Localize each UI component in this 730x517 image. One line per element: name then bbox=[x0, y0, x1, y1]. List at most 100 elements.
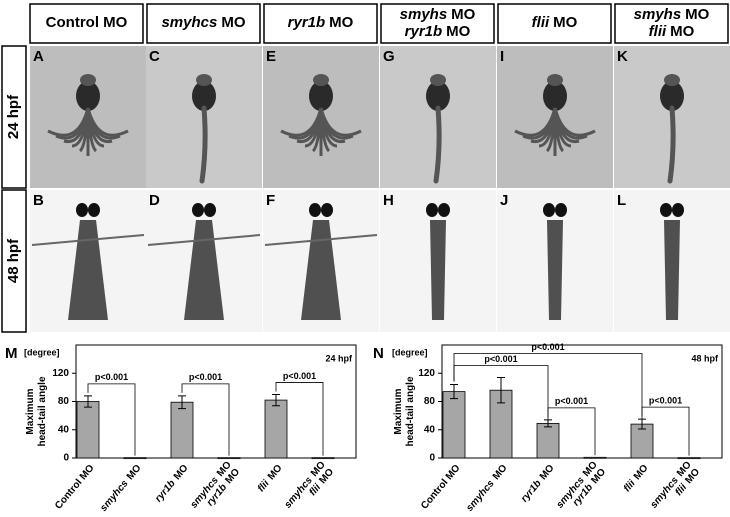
panel-letter: H bbox=[383, 192, 394, 209]
x-tick-label: smyhcsMOfliiMO bbox=[648, 459, 702, 517]
row-label: 24 hpf bbox=[5, 94, 22, 139]
embryo-yolk bbox=[192, 81, 216, 111]
bar bbox=[677, 457, 701, 460]
x-tick-label: smyhcsMOfliiMO bbox=[282, 459, 336, 517]
stage-label: 48 hpf bbox=[691, 353, 719, 363]
column-header: smyhcs MO bbox=[161, 14, 245, 31]
embryo-yolk bbox=[309, 81, 333, 111]
embryo-head bbox=[547, 74, 563, 86]
label-part: MO bbox=[685, 6, 709, 23]
panel-letter: J bbox=[500, 192, 508, 209]
panel-letter: E bbox=[266, 48, 276, 65]
label-part: smyhs bbox=[400, 6, 448, 23]
unit-label: [degree] bbox=[24, 347, 60, 357]
x-tick-label: smyhcsMO bbox=[464, 462, 509, 513]
embryo-tail bbox=[86, 107, 129, 137]
larva-body bbox=[547, 220, 563, 320]
error-bar bbox=[84, 395, 92, 408]
panel-letter: K bbox=[617, 48, 628, 65]
panel-letter: A bbox=[33, 48, 44, 65]
larva-eye bbox=[426, 203, 438, 217]
y-tick-label: 40 bbox=[58, 424, 70, 435]
bar bbox=[123, 457, 147, 460]
x-tick-label: Control MO bbox=[419, 462, 463, 511]
embryo-tail bbox=[667, 105, 676, 184]
panel-letter: D bbox=[149, 192, 160, 209]
p-value: p<0.001 bbox=[283, 371, 316, 381]
p-value: p<0.001 bbox=[189, 372, 222, 382]
x-tick-label: fliiMO bbox=[621, 462, 650, 494]
embryo-yolk bbox=[426, 81, 450, 111]
x-tick-label: Control MO bbox=[53, 462, 97, 511]
y-axis-label: Maximumhead-tail angle bbox=[25, 376, 48, 446]
bar bbox=[583, 456, 607, 459]
larva-body bbox=[184, 220, 224, 320]
embryo-head bbox=[196, 74, 212, 86]
label-part: smyhcs bbox=[161, 14, 217, 31]
bar bbox=[311, 457, 335, 460]
label-part: MO bbox=[125, 462, 144, 482]
label-part: Control MO bbox=[419, 462, 463, 511]
column-header: flii MO bbox=[532, 14, 578, 31]
x-tick-label: smyhcsMOryr1bMO bbox=[554, 459, 608, 517]
p-value: p<0.001 bbox=[531, 342, 564, 352]
bar bbox=[170, 401, 194, 459]
larva-eye bbox=[543, 203, 555, 217]
header-box bbox=[263, 3, 378, 44]
y-axis-label: Maximumhead-tail angle bbox=[393, 376, 416, 446]
label-part: smyhs bbox=[634, 6, 682, 23]
label-part: MO bbox=[632, 462, 651, 482]
significance-bracket bbox=[275, 382, 324, 456]
larva-eye bbox=[88, 203, 100, 217]
embryo-head bbox=[313, 74, 329, 86]
embryo-head bbox=[664, 74, 680, 86]
x-tick-label: fliiMO bbox=[255, 462, 284, 494]
plot-frame bbox=[75, 344, 357, 459]
bar bbox=[217, 457, 241, 460]
panel-letter: L bbox=[617, 192, 626, 209]
label-part: smyhcs bbox=[464, 478, 497, 514]
larva-fin bbox=[147, 234, 261, 246]
bar bbox=[536, 422, 560, 459]
column-header: Control MO bbox=[46, 14, 128, 31]
error-bar bbox=[178, 395, 186, 410]
x-tick-label: smyhcsMOryr1bMO bbox=[188, 459, 242, 517]
y-tick-label: 120 bbox=[418, 368, 435, 379]
p-value: p<0.001 bbox=[484, 354, 517, 364]
y-tick-label: 0 bbox=[429, 453, 435, 464]
label-part: MO bbox=[451, 6, 475, 23]
header-box bbox=[29, 3, 144, 44]
label-part: flii bbox=[649, 23, 667, 40]
panel-letter: B bbox=[33, 192, 44, 209]
header-box bbox=[380, 3, 495, 44]
larva-fin bbox=[264, 234, 378, 246]
label-part: ryr1b bbox=[153, 478, 178, 504]
label-part: MO bbox=[491, 462, 510, 482]
stage-label: 24 hpf bbox=[325, 353, 353, 363]
error-bar bbox=[497, 376, 505, 404]
larva-body bbox=[430, 220, 446, 320]
header-box bbox=[497, 3, 612, 44]
label-part: flii bbox=[255, 478, 271, 494]
header-box bbox=[614, 3, 729, 44]
p-value: p<0.001 bbox=[555, 396, 588, 406]
x-tick-label: ryr1bMO bbox=[519, 462, 557, 504]
x-tick-label: smyhcsMO bbox=[98, 462, 143, 513]
larva-body bbox=[664, 220, 680, 320]
panel-letter: F bbox=[266, 192, 275, 209]
error-bar bbox=[272, 393, 280, 407]
p-value: p<0.001 bbox=[95, 372, 128, 382]
label-part: MO bbox=[670, 23, 694, 40]
y-axis-label-line: head-tail angle bbox=[405, 376, 416, 446]
y-tick-label: 80 bbox=[58, 396, 70, 407]
label-part: Control MO bbox=[46, 14, 128, 31]
larva-eye bbox=[76, 203, 88, 217]
significance-bracket bbox=[181, 383, 230, 456]
larva-eye bbox=[192, 203, 204, 217]
panel-letter: C bbox=[149, 48, 160, 65]
p-value: p<0.001 bbox=[649, 396, 682, 406]
larva-eye bbox=[321, 203, 333, 217]
chart-letter: N bbox=[373, 345, 384, 362]
row-label-box bbox=[1, 45, 27, 189]
y-tick-label: 0 bbox=[63, 453, 69, 464]
